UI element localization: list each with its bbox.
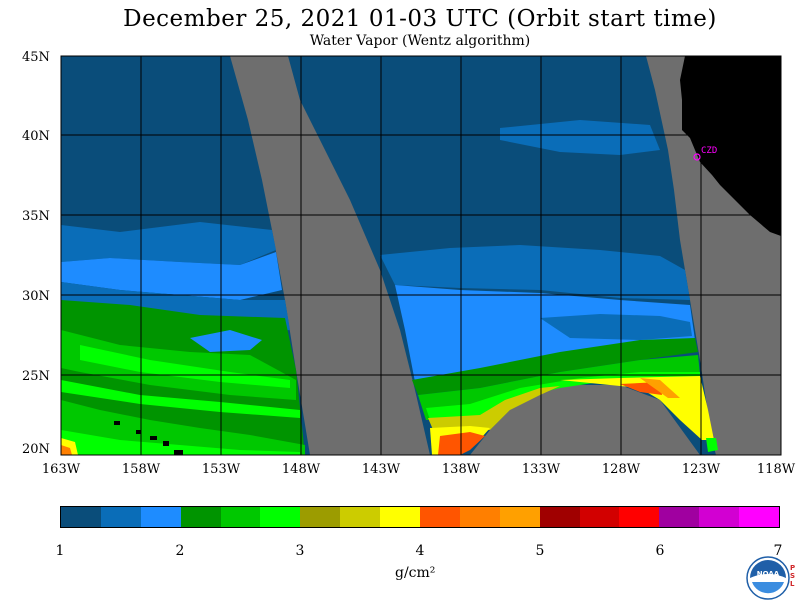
colorbar-segment [300,507,341,527]
colorbar-segment [180,507,221,527]
colorbar-label: 7 [773,543,783,559]
x-tick-label: 133W [521,462,561,477]
x-tick-label: 143W [361,462,401,477]
colorbar-segment [100,507,141,527]
colorbar-label: 3 [295,543,305,559]
colorbar-segment [619,507,660,527]
colorbar-segment [499,507,540,527]
x-tick-label: 148W [281,462,321,477]
colorbar-segment [61,507,101,527]
y-tick-label: 40N [22,129,50,144]
hawaiian-islands [114,421,183,455]
x-tick-label: 123W [681,462,721,477]
y-tick-label: 20N [22,442,50,457]
x-tick-label: 128W [601,462,641,477]
colorbar-segment [140,507,181,527]
colorbar [60,506,780,528]
noaa-logo: NOAA [746,556,790,600]
colorbar-segment [380,507,421,527]
x-tick-label: 158W [121,462,161,477]
colorbar-segment [739,507,780,527]
colorbar-segment [420,507,460,527]
colorbar-label: 5 [535,543,545,559]
colorbar-label: 4 [415,543,425,559]
colorbar-segment [659,507,700,527]
station-marker [693,153,701,161]
x-tick-label: 163W [41,462,81,477]
x-tick-label: 138W [441,462,481,477]
colorbar-segment [539,507,580,527]
map-subtitle: Water Vapor (Wentz algorithm) [309,33,531,49]
y-tick-label: 25N [22,369,50,384]
colorbar-label: 2 [175,543,185,559]
y-tick-label: 45N [22,50,50,65]
colorbar-segment [459,507,500,527]
colorbar-label: 1 [55,543,65,559]
colorbar-segment [579,507,620,527]
right-swath [288,56,718,455]
map-title: December 25, 2021 01-03 UTC (Orbit start… [123,6,717,32]
colorbar-segment [340,507,381,527]
colorbar-segment [699,507,740,527]
colorbar-segment [260,507,301,527]
x-tick-label: 153W [201,462,241,477]
colorbar-label: 6 [655,543,665,559]
map-field [61,56,781,455]
y-tick-label: 30N [22,289,50,304]
station-label: CZD [701,146,718,156]
lat-lon-grid [61,56,781,455]
north-america-land [680,56,781,236]
left-swath [61,56,310,455]
y-tick-label: 35N [22,209,50,224]
noaa-logo-text: NOAA [757,570,780,578]
colorbar-segment [220,507,261,527]
x-tick-label: 118W [756,462,796,477]
colorbar-units: g/cm² [395,565,436,581]
